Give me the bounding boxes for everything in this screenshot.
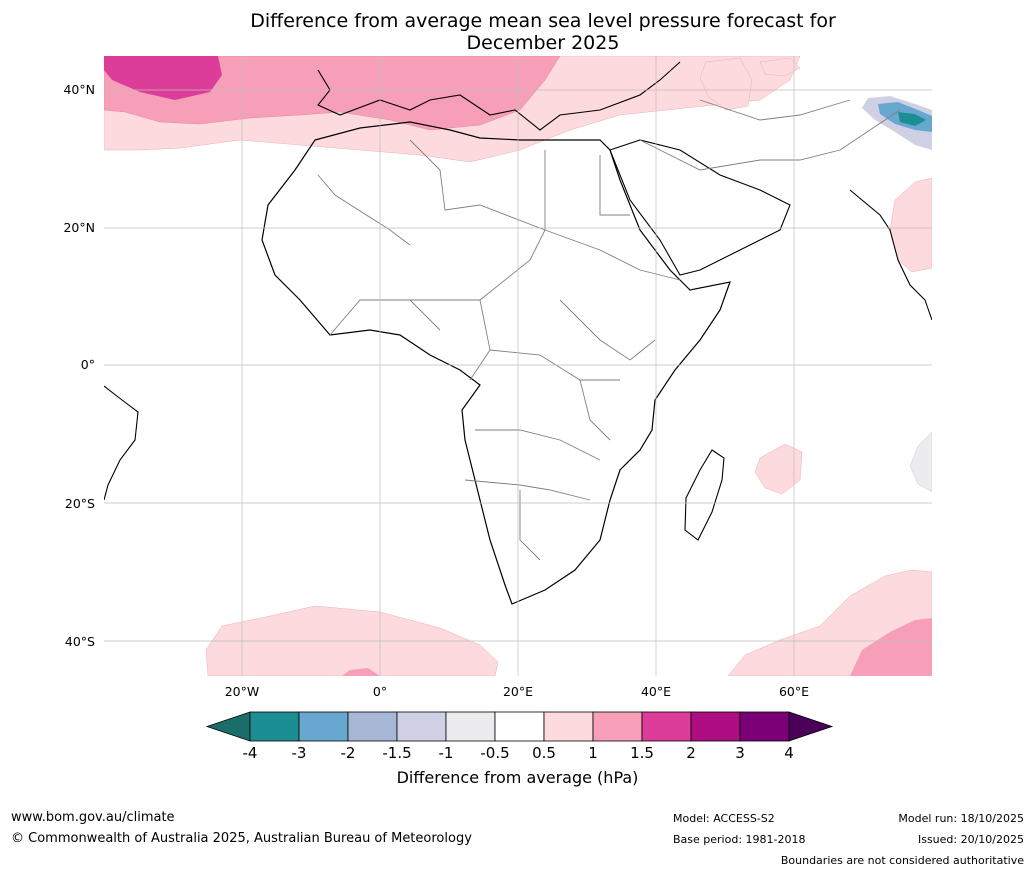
- footer-url[interactable]: www.bom.gov.au/climate: [11, 810, 175, 825]
- colorbar-label: Difference from average (hPa): [396, 768, 639, 787]
- colorbar-segment: [543, 711, 594, 742]
- colorbar-tick-label: -0.5: [480, 744, 510, 762]
- colorbar-segment: [298, 711, 349, 742]
- colorbar-tick-label: -3: [291, 744, 307, 762]
- lon-label-40e: 40°E: [640, 684, 672, 699]
- anomaly-caspian: [699, 57, 753, 111]
- south-america-outline: [104, 385, 139, 501]
- colorbar-segment: [641, 711, 692, 742]
- gridlines: [104, 56, 932, 676]
- madagascar-outline: [684, 449, 725, 541]
- arabia-outline: [609, 139, 791, 276]
- lat-label-40n: 40°N: [63, 82, 95, 97]
- colorbar: [205, 711, 834, 742]
- colorbar-tick-label: 4: [784, 744, 794, 762]
- title-line-2: December 2025: [466, 32, 620, 54]
- anomaly-south-west-medium: [342, 668, 380, 676]
- lat-label-40s: 40°S: [64, 634, 95, 649]
- colorbar-tick-label: -1.5: [382, 744, 412, 762]
- footer-copyright: © Commonwealth of Australia 2025, Austra…: [11, 831, 472, 846]
- colorbar-tick-label: 3: [735, 744, 745, 762]
- lon-label-0: 0°: [372, 684, 388, 699]
- colorbar-tick-label: 1: [588, 744, 598, 762]
- lat-label-20n: 20°N: [63, 220, 95, 235]
- footer-base-period: Base period: 1981-2018: [673, 833, 806, 846]
- africa-outline: [261, 121, 731, 605]
- footer-disclaimer: Boundaries are not considered authoritat…: [780, 854, 1024, 867]
- map-title: Difference from average mean sea level p…: [0, 10, 1035, 54]
- colorbar-segment: [739, 711, 790, 742]
- colorbar-extend-low: [205, 711, 251, 742]
- colorbar-tick-label: -2: [340, 744, 356, 762]
- anomaly-south-east-medium: [850, 618, 932, 676]
- anomaly-indian-ocean: [754, 443, 803, 495]
- anomaly-aral: [759, 57, 801, 77]
- lon-label-20w: 20°W: [224, 684, 260, 699]
- colorbar-segment: [396, 711, 447, 742]
- colorbar-tick-label: 0.5: [532, 744, 556, 762]
- anomaly-east-negative: [909, 431, 932, 493]
- colorbar-segment: [347, 711, 398, 742]
- footer-model-run: Model run: 18/10/2025: [898, 812, 1024, 825]
- colorbar-tick-label: 2: [686, 744, 696, 762]
- anomaly-tibet-core: [898, 112, 926, 126]
- colorbar-segment: [592, 711, 643, 742]
- colorbar-tick-label: 1.5: [630, 744, 654, 762]
- colorbar-tick-label: -1: [438, 744, 454, 762]
- colorbar-tick-label: -4: [242, 744, 258, 762]
- anomaly-north-strong: [104, 56, 222, 100]
- title-line-1: Difference from average mean sea level p…: [250, 10, 836, 32]
- country-borders: [317, 99, 901, 561]
- lat-label-equator: 0°: [80, 357, 95, 372]
- lat-label-20s: 20°S: [64, 496, 95, 511]
- europe-outline: [317, 61, 681, 131]
- colorbar-segment: [249, 711, 300, 742]
- colorbar-segment: [494, 711, 545, 742]
- india-outline: [849, 189, 932, 321]
- colorbar-segment: [690, 711, 741, 742]
- lon-label-20e: 20°E: [502, 684, 534, 699]
- map-area: [104, 56, 932, 676]
- footer-model: Model: ACCESS-S2: [673, 812, 775, 825]
- colorbar-segment: [445, 711, 496, 742]
- colorbar-extend-high: [788, 711, 834, 742]
- footer-issued: Issued: 20/10/2025: [917, 833, 1024, 846]
- lon-label-60e: 60°E: [778, 684, 810, 699]
